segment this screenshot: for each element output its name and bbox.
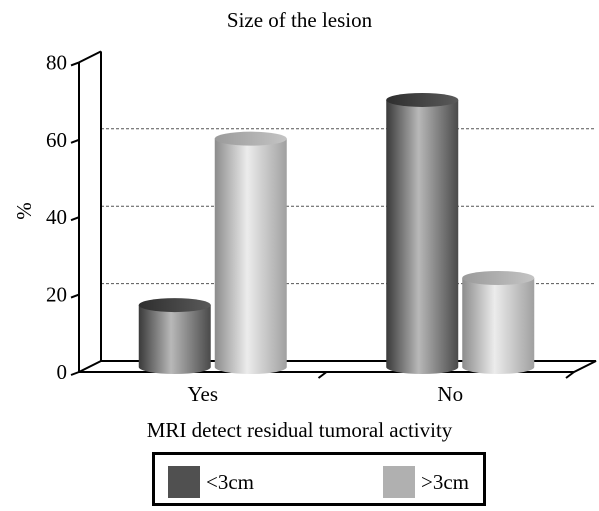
bar-lt3cm-yes (138, 298, 211, 374)
y-tick (70, 61, 80, 67)
y-tick-label: 40 (46, 205, 67, 229)
y-axis-label: % (12, 202, 36, 220)
y-tick (70, 216, 80, 222)
y-tick-label: 20 (46, 283, 67, 307)
legend-swatch-lt3cm (168, 466, 200, 498)
y-tick-label: 60 (46, 128, 67, 152)
legend-label-lt3cm: <3cm (206, 469, 254, 494)
x-axis-label: MRI detect residual tumoral activity (146, 418, 453, 442)
x-tick (565, 371, 575, 379)
y-tick-label: 0 (57, 360, 68, 384)
legend: <3cm >3cm (152, 452, 486, 506)
y-tick (70, 293, 80, 299)
legend-item-lt3cm: <3cm (168, 466, 254, 498)
y-tick-label: 80 (46, 50, 67, 74)
bar-gt3cm-no (462, 270, 535, 374)
chart-title: Size of the lesion (226, 8, 373, 32)
bar-gt3cm-yes (214, 131, 287, 374)
legend-label-gt3cm: >3cm (421, 469, 469, 494)
legend-item-gt3cm: >3cm (383, 466, 469, 498)
legend-swatch-gt3cm (383, 466, 415, 498)
x-tick-label: No (437, 382, 463, 406)
y-tick (70, 138, 80, 144)
x-tick-label: Yes (187, 382, 218, 406)
y-tick (70, 371, 80, 376)
bar-lt3cm-no (386, 92, 459, 374)
x-tick (317, 371, 328, 379)
y-axis-top-connector (78, 50, 102, 64)
